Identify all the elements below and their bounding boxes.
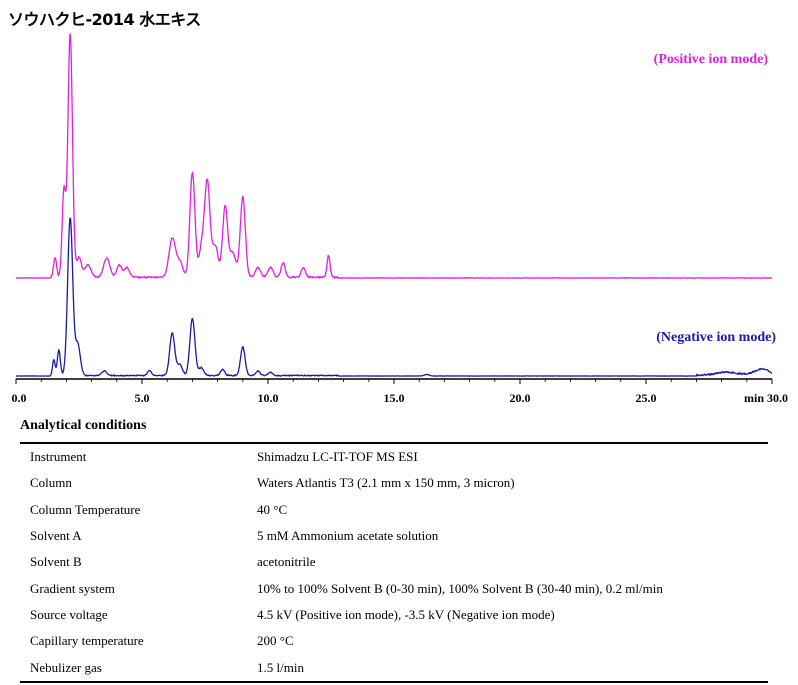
- condition-row: Source voltage 4.5 kV (Positive ion mode)…: [20, 602, 768, 628]
- chromatogram-traces: [15, 33, 773, 377]
- condition-key: Solvent A: [30, 528, 82, 544]
- condition-key: Instrument: [30, 449, 87, 465]
- condition-key: Solvent B: [30, 554, 82, 570]
- negative-mode-label: (Negative ion mode): [656, 330, 776, 345]
- condition-key: Column Temperature: [30, 501, 141, 517]
- x-tick-label: 0.0: [12, 391, 27, 405]
- condition-value: 1.5 l/min: [257, 659, 304, 675]
- x-tick-label: 20.0: [510, 391, 531, 405]
- condition-row: Capillary temperature 200 °C: [20, 628, 768, 654]
- x-axis-ticks: 0.0 5.0 10.0 15.0 20.0 25.0 min 30.0: [12, 379, 788, 405]
- x-tick-label: 5.0: [135, 391, 150, 405]
- condition-row: Solvent B acetonitrile: [20, 549, 768, 575]
- condition-key: Capillary temperature: [30, 633, 144, 649]
- x-tick-label: 25.0: [636, 391, 657, 405]
- condition-key: Nebulizer gas: [30, 659, 102, 675]
- positive-mode-label: (Positive ion mode): [654, 52, 769, 67]
- condition-key: Column: [30, 475, 72, 491]
- table-top-rule: [20, 442, 768, 444]
- negative-mode-trace: [15, 217, 773, 377]
- chromatogram-plot: 0.0 5.0 10.0 15.0 20.0 25.0 min 30.0 (Positive…: [12, 33, 788, 405]
- condition-key: Source voltage: [30, 606, 108, 622]
- x-tick-label: 10.0: [258, 391, 279, 405]
- table-bottom-rule: [20, 681, 768, 683]
- condition-value: 4.5 kV (Positive ion mode), -3.5 kV (Neg…: [257, 606, 555, 622]
- condition-value: Shimadzu LC-IT-TOF MS ESI: [257, 449, 418, 465]
- conditions-table: Instrument Shimadzu LC-IT-TOF MS ESI Colum…: [20, 444, 768, 681]
- condition-key: Gradient system: [30, 580, 115, 596]
- x-tick-label: 15.0: [384, 391, 405, 405]
- condition-row: Gradient system 10% to 100% Solvent B (0-…: [20, 575, 768, 601]
- condition-value: 10% to 100% Solvent B (0-30 min), 100% S…: [257, 580, 663, 596]
- condition-value: 200 °C: [257, 633, 294, 649]
- conditions-heading: Analytical conditions: [20, 418, 147, 433]
- condition-value: Waters Atlantis T3 (2.1 mm x 150 mm, 3 m…: [257, 475, 515, 491]
- condition-row: Instrument Shimadzu LC-IT-TOF MS ESI: [20, 444, 768, 470]
- x-tick-label: min 30.0: [744, 391, 788, 405]
- condition-row: Column Temperature 40 °C: [20, 497, 768, 523]
- condition-value: acetonitrile: [257, 554, 316, 570]
- condition-row: Column Waters Atlantis T3 (2.1 mm x 150 m…: [20, 470, 768, 496]
- condition-row: Solvent A 5 mM Ammonium acetate solution: [20, 523, 768, 549]
- condition-row: Nebulizer gas 1.5 l/min: [20, 654, 768, 680]
- condition-value: 5 mM Ammonium acetate solution: [257, 528, 439, 544]
- positive-mode-trace: [15, 33, 773, 279]
- condition-value: 40 °C: [257, 501, 288, 517]
- chart-title: ソウハクヒ-2014 水エキス: [8, 10, 201, 29]
